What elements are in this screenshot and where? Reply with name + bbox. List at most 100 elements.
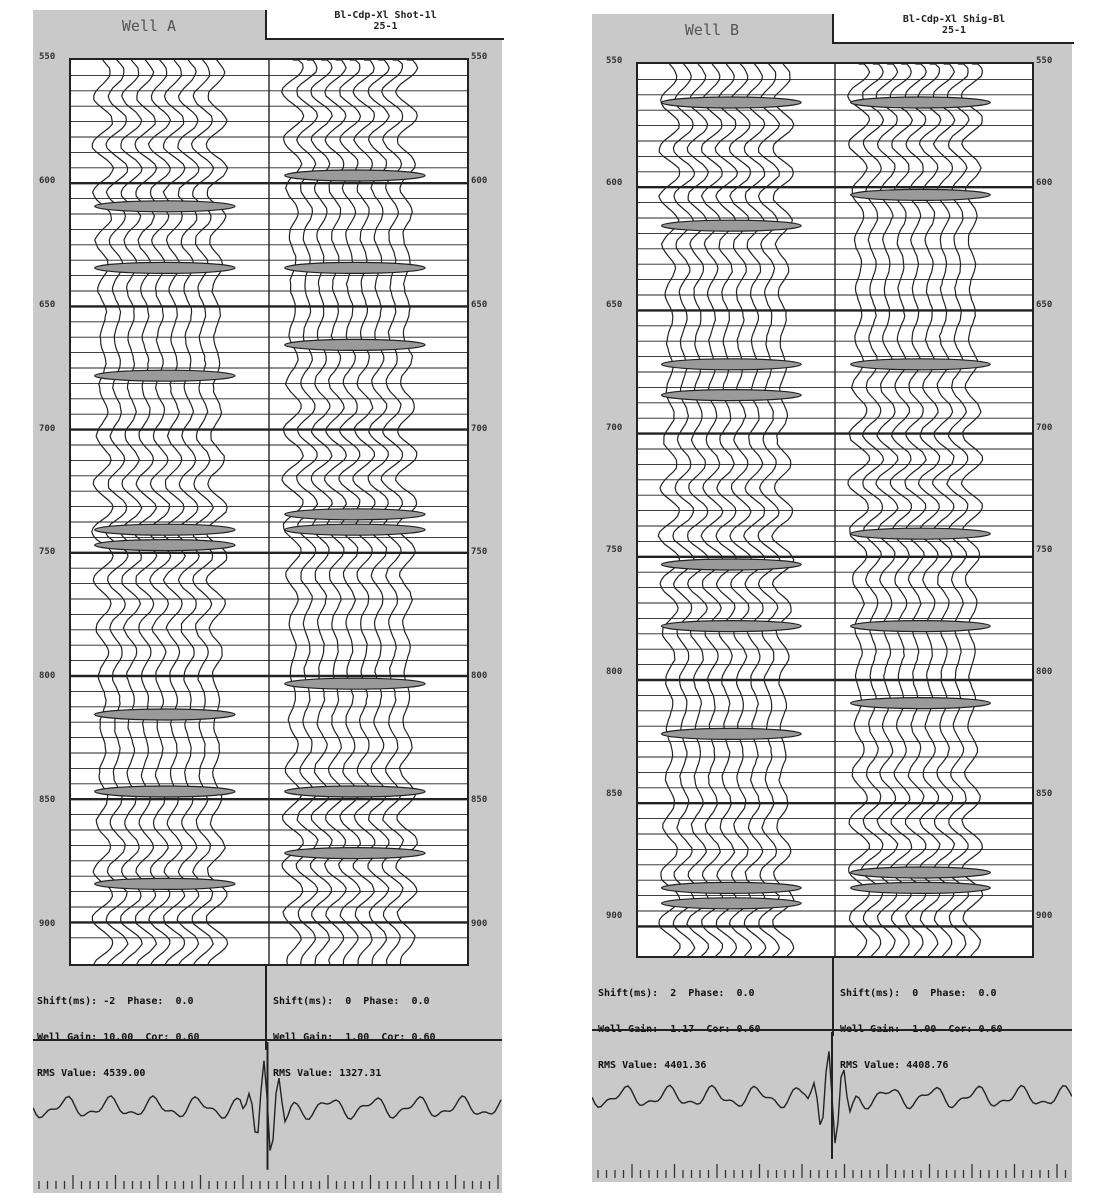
well-a-trace <box>205 60 229 964</box>
well-a-depth-tick-left: 850 <box>39 795 56 806</box>
well-a-depth-tick-right: 550 <box>471 52 488 62</box>
well-a-info-right: Shift(ms): 0 Phase: 0.0 Well Gain: 1.00 … <box>273 972 436 1104</box>
well-b-trace <box>889 64 914 956</box>
well-a-trace <box>162 60 187 964</box>
well-b-depth-tick-left: 550 <box>606 56 623 66</box>
well-b-trace <box>672 64 696 956</box>
well-b-depth-tick-right: 900 <box>1036 911 1053 922</box>
well-a-trace-svg <box>71 60 467 964</box>
well-b-info-left-shift: Shift(ms): 2 Phase: 0.0 <box>598 988 755 999</box>
well-b-trace <box>743 64 767 956</box>
well-b-reflector-band <box>850 188 991 201</box>
well-b-depth-tick-right: 650 <box>1036 300 1053 311</box>
well-b-reflector-band <box>660 727 802 741</box>
well-b-reflector-band <box>850 358 991 371</box>
well-b-depth-tick-left: 600 <box>606 178 623 189</box>
well-b-trace-plot <box>636 62 1034 958</box>
well-b-info-right-rms: RMS Value: 4408.76 <box>840 1060 949 1071</box>
well-b-reflector-band <box>660 96 802 109</box>
well-b-depth-tick-right: 600 <box>1036 178 1053 189</box>
well-b-header-line-1: Bl-Cdp-Xl Shig-Bl <box>902 14 1006 25</box>
well-a-wavelet-svg <box>33 1039 502 1189</box>
well-b-trace <box>875 64 899 956</box>
well-b-title: Well B <box>684 21 740 39</box>
well-b-wavelet-svg <box>592 1029 1072 1178</box>
well-b-depth-tick-left: 650 <box>606 300 623 311</box>
well-a-reflector-band <box>284 677 426 690</box>
well-a-depth-tick-left: 800 <box>39 671 56 682</box>
well-b-reflector-band <box>660 389 802 402</box>
well-a-reflector-band <box>94 539 236 552</box>
well-b-depth-tick-left: 700 <box>606 422 623 433</box>
well-a-info-left: Shift(ms): -2 Phase: 0.0 Well Gain: 10.0… <box>37 972 200 1104</box>
well-a-trace <box>190 60 215 964</box>
well-a-panel: Well A Bl-Cdp-Xl Shot-1l 25-1 Shift(ms):… <box>33 10 504 1193</box>
well-b-info-left-rms: RMS Value: 4401.36 <box>598 1060 707 1071</box>
well-a-trace <box>91 60 115 964</box>
well-b-trace <box>917 64 942 956</box>
well-b-trace <box>946 64 970 956</box>
well-a-info-right-rms: RMS Value: 1327.31 <box>273 1068 382 1079</box>
well-a-wavelet-panel <box>33 1038 502 1193</box>
well-b-reflector-band <box>850 866 991 879</box>
well-a-depth-tick-left: 700 <box>39 423 56 434</box>
well-a-reflector-band <box>284 846 426 860</box>
well-b-reflector-band <box>850 619 991 633</box>
well-b-depth-tick-left: 800 <box>606 667 623 678</box>
well-b-trace <box>960 64 984 956</box>
well-b-reflector-band <box>660 619 802 633</box>
well-b-depth-tick-left: 900 <box>606 911 623 922</box>
well-b-info-divider <box>832 958 834 1036</box>
well-b-depth-tick-right: 700 <box>1036 422 1053 433</box>
well-b-reflector-band <box>660 881 802 895</box>
well-a-depth-tick-right: 800 <box>471 671 488 682</box>
well-a-wavelet-trace <box>33 1060 502 1151</box>
well-b-header: Bl-Cdp-Xl Shig-Bl 25-1 <box>832 14 1074 44</box>
well-a-depth-tick-right: 900 <box>471 918 488 929</box>
well-b-depth-tick-right: 750 <box>1036 544 1053 555</box>
well-b-info-right-shift: Shift(ms): 0 Phase: 0.0 <box>840 988 997 999</box>
well-a-info-left-gain: Well Gain: 10.00 Cor: 0.60 <box>37 1032 200 1043</box>
well-b-depth-tick-left: 850 <box>606 789 623 800</box>
well-b-depth-tick-right: 550 <box>1036 56 1053 66</box>
well-a-reflector-band <box>94 708 236 721</box>
well-a-reflector-band <box>284 169 426 182</box>
well-a-reflector-band <box>94 785 236 798</box>
well-b-trace <box>847 64 871 956</box>
well-a-depth-tick-left: 600 <box>39 175 56 186</box>
well-b-depth-tick-left: 750 <box>606 544 623 555</box>
well-a-info-right-shift: Shift(ms): 0 Phase: 0.0 <box>273 996 430 1007</box>
well-b-reflector-band <box>850 881 991 895</box>
well-a-reflector-band <box>94 200 236 213</box>
well-a-trace <box>119 60 143 964</box>
well-b-reflector-band <box>850 696 991 710</box>
well-a-reflector-band <box>94 369 236 382</box>
well-b-trace-svg <box>638 64 1032 956</box>
well-a-header-line-1: Bl-Cdp-Xl Shot-1l <box>334 10 437 21</box>
well-b-trace <box>904 64 927 956</box>
well-a-trace <box>394 60 419 964</box>
well-a-depth-tick-left: 900 <box>39 918 56 929</box>
well-a-depth-tick-left: 650 <box>39 299 56 310</box>
well-b-reflector-band <box>850 527 991 540</box>
well-a-reflector-band <box>94 261 236 274</box>
well-b-depth-tick-right: 800 <box>1036 667 1053 678</box>
well-b-trace <box>931 64 956 956</box>
well-a-trace-plot <box>69 58 469 966</box>
well-a-title: Well A <box>121 17 177 35</box>
well-a-depth-tick-right: 750 <box>471 547 488 558</box>
well-a-trace <box>176 60 200 964</box>
well-b-reflector-band <box>660 219 802 232</box>
well-b-trace <box>728 64 753 956</box>
well-b-trace <box>771 64 795 956</box>
well-a-reflector-band <box>284 508 426 521</box>
well-a-trace <box>133 60 158 964</box>
well-b-panel: Well B Bl-Cdp-Xl Shig-Bl 25-1 Shift(ms):… <box>592 14 1074 1182</box>
well-a-reflector-band <box>284 261 426 274</box>
well-a-depth-tick-right: 700 <box>471 423 488 434</box>
well-b-header-line-2: 25-1 <box>941 25 967 36</box>
well-a-reflector-band <box>284 338 426 351</box>
well-a-reflector-band <box>94 877 236 891</box>
well-b-wavelet-panel <box>592 1028 1072 1182</box>
well-a-depth-tick-right: 650 <box>471 299 488 310</box>
